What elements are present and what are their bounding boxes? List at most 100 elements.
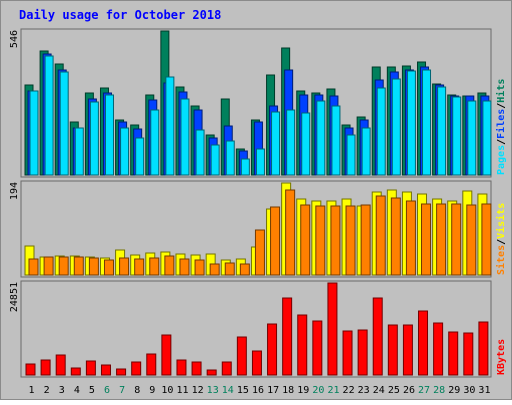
bar-pages-day-29 [452, 96, 462, 176]
y-max-label: 194 [9, 182, 20, 200]
legend-item-separator: / [496, 239, 507, 245]
x-tick-day-5: 5 [89, 385, 95, 396]
bar-sites-day-29 [451, 203, 462, 276]
bar-kbytes-day-16 [251, 350, 262, 376]
bar-sites-day-31 [481, 203, 492, 276]
panel-sites_visits: 194 Sites/Visits [9, 180, 507, 278]
bar-sites-day-9 [149, 257, 160, 276]
x-tick-day-22: 22 [343, 385, 355, 396]
bar-kbytes-day-24 [372, 297, 383, 376]
bar-kbytes-day-3 [55, 354, 66, 376]
bar-sites-day-8 [134, 258, 145, 276]
x-tick-day-23: 23 [358, 385, 370, 396]
chart-panels: 546Pages/Files/Hits194Sites/Visits24851K… [9, 28, 507, 378]
x-tick-day-20: 20 [312, 385, 324, 396]
x-tick-day-17: 17 [267, 385, 279, 396]
bar-sites-day-19 [300, 204, 311, 276]
bar-pages-day-11 [180, 98, 190, 176]
bar-pages-day-21 [331, 105, 341, 176]
bar-sites-day-6 [103, 259, 114, 276]
bar-pages-day-20 [316, 100, 326, 176]
legend-item-separator: / [496, 139, 507, 145]
bar-sites-day-22 [345, 205, 356, 276]
bar-pages-day-1 [29, 90, 39, 176]
panel-kbytes: 24851 KBytes [9, 280, 507, 378]
bar-pages-day-17 [271, 111, 281, 176]
x-tick-day-7: 7 [119, 385, 125, 396]
x-tick-day-12: 12 [192, 385, 204, 396]
bar-kbytes-day-22 [342, 330, 353, 376]
y-max-label: 24851 [9, 282, 20, 312]
x-tick-day-9: 9 [149, 385, 155, 396]
x-tick-day-16: 16 [252, 385, 264, 396]
panel-legend: Sites/Visits [495, 203, 507, 275]
bar-pages-day-23 [361, 127, 371, 176]
legend-item-hits: Hits [495, 79, 507, 103]
bar-kbytes-day-8 [131, 361, 142, 376]
bar-kbytes-day-11 [176, 359, 187, 376]
bar-sites-day-23 [360, 204, 371, 276]
bar-sites-day-3 [58, 256, 69, 276]
x-tick-day-14: 14 [222, 385, 234, 396]
bar-sites-day-11 [179, 258, 190, 276]
x-tick-day-3: 3 [59, 385, 65, 396]
x-tick-day-4: 4 [74, 385, 80, 396]
bar-pages-day-30 [467, 100, 477, 176]
bar-kbytes-day-30 [463, 332, 474, 376]
legend-item-sites: Sites [495, 245, 507, 275]
bar-sites-day-7 [119, 257, 130, 276]
bar-sites-day-24 [375, 195, 386, 276]
bar-sites-day-17 [270, 206, 281, 276]
x-tick-day-27: 27 [418, 385, 430, 396]
x-tick-day-29: 29 [448, 385, 460, 396]
x-tick-day-13: 13 [207, 385, 219, 396]
y-max-label: 546 [9, 30, 20, 48]
bar-pages-day-14 [225, 140, 235, 176]
legend-item-visits: Visits [495, 203, 507, 239]
x-tick-day-31: 31 [478, 385, 490, 396]
bar-pages-day-26 [406, 70, 416, 176]
bar-pages-day-16 [255, 148, 265, 176]
bar-sites-day-4 [73, 256, 84, 276]
bar-kbytes-day-25 [387, 324, 398, 376]
x-tick-day-19: 19 [297, 385, 309, 396]
x-tick-day-24: 24 [373, 385, 385, 396]
x-tick-day-8: 8 [134, 385, 140, 396]
bar-pages-day-15 [240, 158, 250, 176]
bar-pages-day-28 [437, 86, 447, 176]
bar-pages-day-12 [195, 129, 205, 176]
bar-sites-day-25 [390, 197, 401, 276]
bar-sites-day-20 [315, 205, 326, 276]
bar-kbytes-day-27 [418, 310, 429, 376]
bar-kbytes-day-19 [297, 314, 308, 376]
x-tick-day-26: 26 [403, 385, 415, 396]
bar-pages-day-9 [150, 109, 160, 176]
bar-sites-day-16 [254, 229, 265, 276]
x-tick-day-6: 6 [104, 385, 110, 396]
bar-kbytes-day-14 [221, 361, 232, 376]
bar-kbytes-day-10 [161, 334, 172, 376]
bar-sites-day-12 [194, 259, 205, 276]
bar-kbytes-day-15 [236, 336, 247, 376]
bar-kbytes-day-29 [448, 331, 459, 376]
bar-sites-day-1 [28, 258, 39, 276]
bar-pages-day-7 [120, 127, 130, 176]
bar-pages-day-31 [482, 100, 492, 176]
x-tick-day-30: 30 [463, 385, 475, 396]
bar-sites-day-5 [88, 257, 99, 276]
bar-kbytes-day-31 [478, 321, 489, 376]
bar-pages-day-10 [165, 76, 175, 176]
bar-pages-day-3 [59, 71, 69, 176]
bar-kbytes-day-6 [100, 364, 111, 376]
x-tick-day-18: 18 [282, 385, 294, 396]
legend-item-kbytes: KBytes [496, 339, 507, 375]
bar-sites-day-21 [330, 205, 341, 276]
legend-item-pages: Pages [496, 145, 507, 175]
bar-sites-day-18 [285, 189, 296, 276]
bar-pages-day-5 [89, 101, 99, 176]
chart-title: Daily usage for October 2018 [19, 8, 221, 22]
bar-sites-day-13 [209, 263, 220, 276]
x-tick-day-10: 10 [161, 385, 173, 396]
